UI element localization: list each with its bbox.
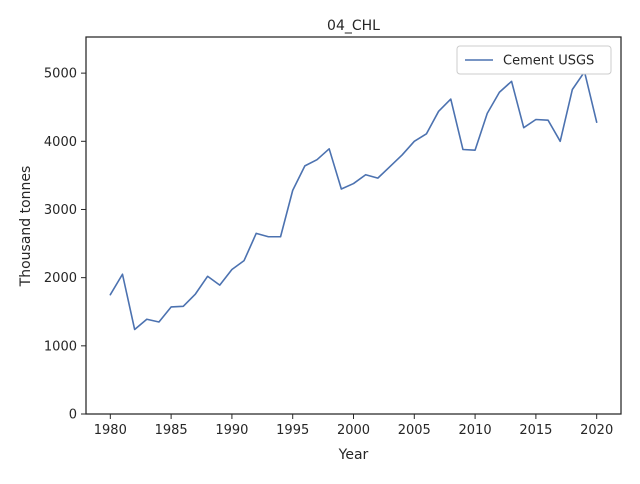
x-tick-label: 2020 (580, 423, 613, 438)
chart-title: 04_CHL (327, 18, 380, 34)
y-axis-label: Thousand tonnes (18, 166, 34, 288)
y-tick-label: 3000 (44, 203, 77, 218)
x-tick-label: 2005 (398, 423, 431, 438)
x-tick-label: 2010 (459, 423, 492, 438)
y-tick-label: 0 (69, 408, 77, 423)
y-tick-label: 2000 (44, 271, 77, 286)
y-tick-label: 1000 (44, 339, 77, 354)
y-tick-label: 5000 (44, 67, 77, 82)
x-axis: 1980 1985 1990 1995 2000 2005 2010 2015 2020 (94, 414, 613, 438)
plot-frame (85, 36, 622, 415)
x-tick-label: 2000 (337, 423, 370, 438)
x-axis-label: Year (338, 447, 369, 463)
y-axis: 0 1000 2000 3000 4000 5000 (44, 67, 86, 423)
y-tick-label: 4000 (44, 135, 77, 150)
legend: Cement USGS (456, 45, 612, 75)
x-tick-label: 1980 (94, 423, 127, 438)
x-tick-label: 1985 (155, 423, 188, 438)
series-line-0 (109, 70, 598, 331)
x-tick-label: 1990 (215, 423, 248, 438)
x-tick-label: 1995 (276, 423, 309, 438)
plot-area (85, 36, 622, 415)
x-tick-label: 2015 (519, 423, 552, 438)
legend-box (456, 45, 612, 75)
legend-label: Cement USGS (503, 54, 594, 69)
